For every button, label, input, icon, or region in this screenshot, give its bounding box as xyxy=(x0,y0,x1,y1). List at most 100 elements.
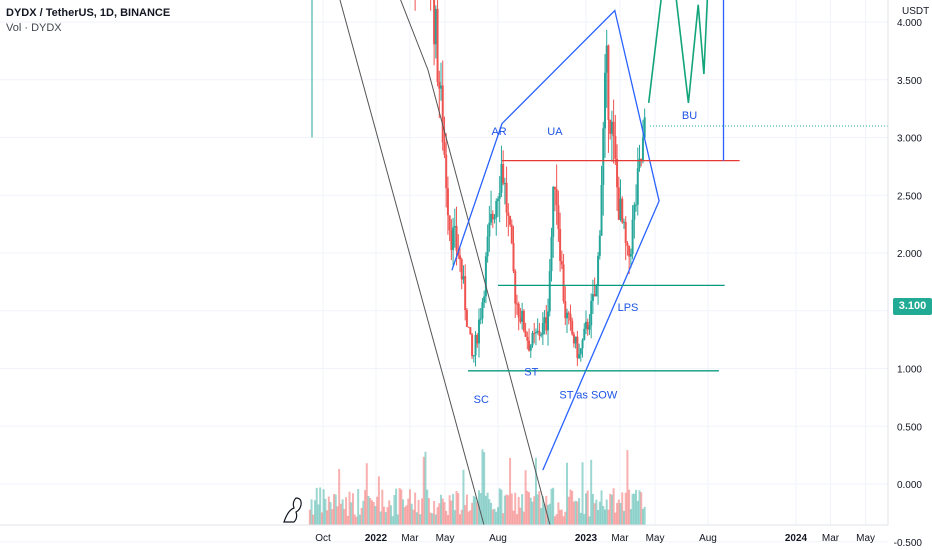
candle-body xyxy=(495,200,498,218)
volume-bar xyxy=(566,462,569,525)
volume-bar xyxy=(402,499,405,525)
volume-bar xyxy=(467,511,470,525)
volume-bar xyxy=(327,496,330,525)
candle-body xyxy=(474,334,477,356)
candle-body xyxy=(440,85,443,89)
volume-bar xyxy=(460,509,463,525)
volume-bar xyxy=(493,508,496,525)
volume-bar xyxy=(362,500,365,525)
candle-body xyxy=(548,271,551,312)
volume-bar xyxy=(612,488,615,525)
candle-body xyxy=(583,328,586,340)
volume-bar xyxy=(459,514,461,525)
x-axis[interactable]: Oct 2022 Mar May Aug 2023 Mar May Aug 2024 Mar May xyxy=(0,524,888,544)
volume-bar xyxy=(585,493,587,525)
volume-bar xyxy=(491,509,494,525)
candle-body xyxy=(491,213,494,220)
volume-bar xyxy=(462,469,465,525)
candle-body xyxy=(536,330,539,333)
volume-bar xyxy=(524,470,527,525)
volume-bar xyxy=(514,492,517,525)
volume-bar xyxy=(624,492,627,525)
volume-bar xyxy=(448,495,451,525)
volume-bar xyxy=(512,510,515,525)
candle-body xyxy=(572,334,575,344)
volume-bar xyxy=(638,490,641,525)
volume-bar xyxy=(434,514,437,525)
volume-bar xyxy=(379,511,382,525)
volume-bar xyxy=(576,501,579,525)
channel-lines xyxy=(339,0,551,526)
volume-bar xyxy=(603,509,606,525)
volume-bar xyxy=(578,498,581,525)
volume-bar xyxy=(315,487,318,525)
channel-line xyxy=(339,0,485,526)
candle-body xyxy=(628,245,631,257)
volume-bar xyxy=(617,499,620,525)
volume-bar xyxy=(383,506,386,525)
x-tick-label: Mar xyxy=(611,533,629,544)
volume-bar xyxy=(351,493,354,525)
candle-body xyxy=(562,264,565,302)
volume-bar xyxy=(534,457,537,525)
volume-bar xyxy=(536,494,539,525)
volume-bar xyxy=(414,492,417,525)
candle-body xyxy=(436,8,439,83)
x-tick-label: Mar xyxy=(822,533,840,544)
candle-body xyxy=(581,339,584,349)
candle-body xyxy=(540,334,543,336)
candle-body xyxy=(633,204,636,220)
volume-bar xyxy=(622,510,625,525)
candle-body xyxy=(555,189,558,206)
volume-bar xyxy=(346,515,349,525)
volume-bar xyxy=(541,496,544,525)
candle-body xyxy=(467,326,470,328)
volume-bar xyxy=(443,502,446,525)
volume-bar xyxy=(562,516,565,525)
candle-body xyxy=(643,117,646,138)
candle-body xyxy=(579,348,582,355)
candle-body xyxy=(507,212,510,216)
candle-body xyxy=(574,336,577,344)
volume-bar xyxy=(488,499,491,525)
candle-body xyxy=(559,229,562,262)
volume-bar xyxy=(547,504,550,525)
candle-body xyxy=(569,314,572,321)
y-tick-label: 0.500 xyxy=(897,422,922,433)
candle-body xyxy=(626,243,629,246)
volume-bar xyxy=(431,513,434,525)
candles xyxy=(311,0,646,367)
candle-body xyxy=(462,276,465,280)
volume-bar xyxy=(495,511,498,525)
symbol-legend[interactable]: DYDX / TetherUS, 1D, BINANCE xyxy=(6,7,171,19)
volume-bar xyxy=(322,489,325,525)
candle-body xyxy=(483,296,486,303)
candle-body xyxy=(602,128,605,185)
volume-bar xyxy=(472,495,475,525)
y-tick-label: 2.000 xyxy=(897,249,922,260)
volume-bar xyxy=(320,512,323,525)
volume-bar xyxy=(334,494,337,525)
volume-bar xyxy=(496,507,499,525)
projection-line xyxy=(647,0,709,103)
annotation-label: ST as SOW xyxy=(559,390,617,402)
y-axis[interactable]: 8.0007.5007.0006.5006.0005.5005.0004.500… xyxy=(887,0,922,549)
volume-bar xyxy=(396,514,399,525)
volume-legend[interactable]: Vol · DYDX xyxy=(6,22,62,34)
volume-bar xyxy=(421,498,424,525)
volume-bar xyxy=(324,498,327,525)
volume-bar xyxy=(540,508,543,525)
y-tick-label: 4.000 xyxy=(897,18,922,29)
candle-body xyxy=(450,230,453,251)
candle-body xyxy=(593,294,596,297)
volume-bar xyxy=(446,514,449,525)
volume-bar xyxy=(453,510,456,525)
candle-body xyxy=(567,312,570,315)
candle-body xyxy=(479,318,482,320)
volume-bar xyxy=(398,488,401,525)
candle-body xyxy=(557,205,560,230)
volume-bar xyxy=(498,488,501,525)
volume-bar xyxy=(341,499,344,525)
volume-bar xyxy=(417,499,420,525)
